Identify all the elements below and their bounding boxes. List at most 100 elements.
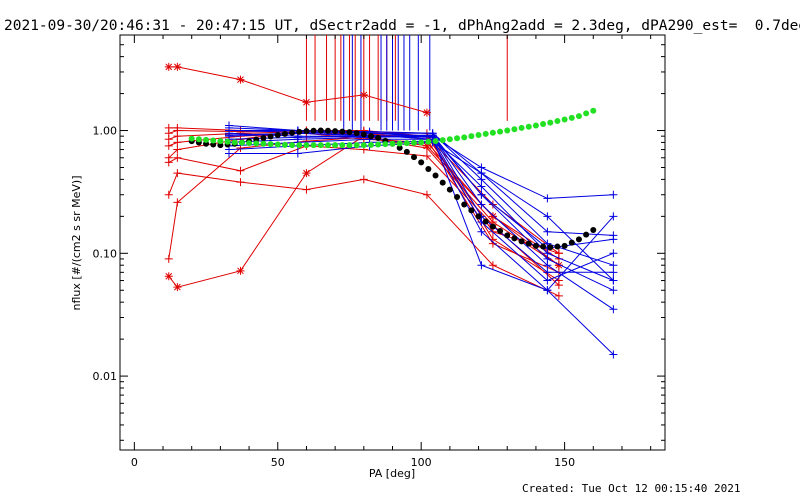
data-point	[504, 127, 511, 134]
data-point	[274, 131, 281, 138]
data-point	[461, 201, 468, 208]
data-point	[609, 276, 618, 285]
data-point	[609, 268, 618, 277]
data-point	[575, 236, 582, 243]
data-point	[359, 175, 368, 184]
data-point	[303, 142, 310, 149]
data-point	[236, 166, 245, 175]
data-point	[432, 138, 439, 145]
data-point	[173, 145, 182, 154]
data-point	[497, 227, 504, 234]
series-line	[168, 136, 560, 266]
data-point	[339, 142, 346, 149]
y-axis-label: nflux [#/(cm2 s sr MeV)]	[70, 176, 83, 311]
data-point	[497, 128, 504, 135]
data-point	[543, 194, 552, 203]
data-point	[231, 139, 238, 146]
green-series-23	[188, 107, 597, 149]
data-point	[568, 239, 575, 246]
created-timestamp: Created: Tue Oct 12 00:15:40 2021	[522, 482, 741, 495]
data-point	[590, 226, 597, 233]
data-point-asterisk	[174, 63, 181, 71]
data-point	[532, 242, 539, 249]
data-point	[583, 231, 590, 238]
data-point	[396, 144, 403, 151]
data-point	[609, 305, 618, 314]
data-point	[210, 137, 217, 144]
data-point	[332, 142, 339, 149]
data-point	[461, 134, 468, 141]
data-point	[525, 240, 532, 247]
data-point	[164, 254, 173, 263]
data-point	[446, 186, 453, 193]
data-point	[238, 139, 245, 146]
data-point	[164, 190, 173, 199]
y-tick-label: 0.01	[93, 370, 118, 383]
data-point	[403, 148, 410, 155]
data-point	[477, 200, 486, 209]
data-point	[253, 140, 260, 147]
data-point	[532, 122, 539, 129]
data-point	[195, 136, 202, 143]
x-tick-label: 0	[131, 456, 138, 469]
data-point	[267, 141, 274, 148]
data-point	[324, 127, 331, 134]
data-point	[488, 212, 497, 221]
data-point	[525, 123, 532, 130]
data-point	[303, 128, 310, 135]
data-point	[482, 130, 489, 137]
data-point	[489, 129, 496, 136]
x-tick-label: 50	[271, 456, 285, 469]
data-point	[203, 136, 210, 143]
data-point	[590, 107, 597, 114]
data-point	[575, 113, 582, 120]
data-point	[609, 261, 618, 270]
data-point	[609, 350, 618, 359]
data-point	[302, 185, 311, 194]
data-point-asterisk	[423, 109, 431, 116]
data-point	[246, 140, 253, 147]
data-point	[518, 238, 525, 245]
axes: 0 50 100 150 0.01 0.10 1.00	[93, 34, 665, 469]
data-point	[439, 179, 446, 186]
data-point	[375, 141, 382, 148]
data-point	[547, 119, 554, 126]
data-point	[554, 243, 561, 250]
data-point	[260, 140, 267, 147]
data-point-asterisk	[360, 91, 368, 99]
data-point	[375, 134, 382, 141]
red-series-0	[164, 62, 431, 117]
data-point	[274, 141, 281, 148]
data-point	[422, 152, 431, 161]
data-point	[353, 142, 360, 149]
data-point	[511, 126, 518, 133]
data-point	[236, 178, 245, 187]
data-point	[547, 244, 554, 251]
data-point	[389, 140, 396, 147]
data-point	[583, 110, 590, 117]
data-point	[418, 159, 425, 166]
data-point	[267, 133, 274, 140]
data-series	[164, 62, 618, 359]
data-point	[543, 268, 552, 277]
chart-title: 2021-09-30/20:46:31 - 20:47:15 UT, dSect…	[4, 18, 800, 34]
data-point	[475, 213, 482, 220]
data-point	[339, 128, 346, 135]
data-point	[477, 227, 486, 236]
data-point	[540, 243, 547, 250]
data-point	[173, 169, 182, 178]
data-point	[173, 198, 182, 207]
data-point	[477, 190, 486, 199]
data-point	[164, 123, 173, 132]
data-point	[468, 207, 475, 214]
data-point-asterisk	[303, 98, 310, 106]
data-point	[224, 138, 231, 145]
data-point-asterisk	[237, 267, 244, 275]
series-line	[228, 132, 614, 355]
data-point	[217, 138, 224, 145]
data-point	[561, 116, 568, 123]
blue-series-12	[225, 138, 618, 240]
x-tick-label: 150	[554, 456, 575, 469]
data-point	[296, 128, 303, 135]
data-point	[324, 142, 331, 149]
